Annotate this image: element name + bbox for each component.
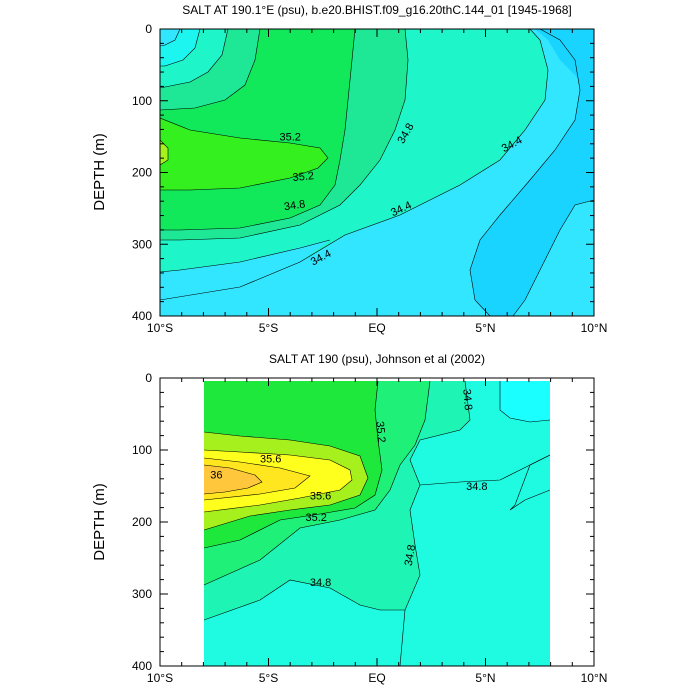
- top-band-34-2-west: [160, 240, 330, 316]
- bottom-panel-title: SALT AT 190 (psu), Johnson et al (2002): [269, 352, 485, 366]
- bottom-x-tick-label: 10°N: [581, 671, 608, 685]
- top-axes: 10°S 5°S EQ 5°N 10°N 0 100 200 300 400: [132, 22, 607, 335]
- bottom-axes: 10°S 5°S EQ 5°N 10°N 0 100 200 300 400: [132, 371, 607, 685]
- top-y-tick-label: 200: [132, 166, 152, 180]
- bottom-y-tick-label: 200: [132, 515, 152, 529]
- top-x-tick-label: EQ: [368, 321, 385, 335]
- top-contour-label: 35.2: [292, 170, 314, 184]
- top-band-upper-west-4: [160, 29, 180, 46]
- top-x-tick-label: 5°S: [259, 321, 278, 335]
- bottom-y-tick-label: 0: [145, 371, 152, 385]
- bottom-x-tick-label: 5°N: [475, 671, 495, 685]
- bottom-contour-label: 34.8: [460, 388, 474, 410]
- bottom-contour-label: 34.8: [466, 481, 487, 493]
- top-band-35-2: [160, 118, 328, 190]
- bottom-band-below-34-6: [500, 381, 550, 422]
- top-panel: SALT AT 190.1°E (psu), b.e20.BHIST.f09_g…: [91, 3, 607, 335]
- top-x-tick-label: 5°N: [475, 321, 495, 335]
- bottom-band-36: [204, 465, 262, 494]
- top-y-tick-label: 0: [145, 22, 152, 36]
- top-contour-label: 35.2: [279, 132, 300, 144]
- top-band-below-34-2: [470, 29, 594, 316]
- top-contour-fill: [160, 29, 594, 316]
- bottom-x-tick-label: 10°S: [147, 671, 173, 685]
- top-contour-lines: [160, 29, 594, 316]
- top-band-below-34-2-b: [535, 29, 594, 80]
- bottom-contour-label: 35.6: [310, 490, 331, 502]
- top-y-tick-label: 400: [132, 309, 152, 323]
- bottom-contour-label: 34.8: [403, 544, 419, 567]
- bottom-x-tick-label: 5°S: [259, 671, 278, 685]
- top-x-tick-label: 10°N: [581, 321, 608, 335]
- bottom-contour-labels: 35.6 36 35.6 35.2 35.2 34.8 34.8 34.8 34.8: [210, 388, 487, 588]
- bottom-band-34-6-ne: [400, 381, 550, 666]
- top-x-tick-label: 10°S: [147, 321, 173, 335]
- bottom-contour-label: 35.6: [260, 454, 281, 466]
- top-y-axis-label: DEPTH (m): [91, 133, 108, 211]
- top-y-tick-label: 300: [132, 237, 152, 251]
- top-y-tick-label: 100: [132, 94, 152, 108]
- bottom-y-tick-label: 300: [132, 587, 152, 601]
- bottom-panel: SALT AT 190 (psu), Johnson et al (2002): [91, 352, 607, 685]
- bottom-x-tick-label: EQ: [368, 671, 385, 685]
- bottom-contour-label: 35.2: [373, 421, 387, 443]
- bottom-y-tick-label: 400: [132, 659, 152, 673]
- bottom-y-tick-label: 100: [132, 443, 152, 457]
- bottom-contour-lines: [203, 380, 551, 666]
- bottom-contour-label: 35.2: [306, 512, 327, 524]
- top-panel-title: SALT AT 190.1°E (psu), b.e20.BHIST.f09_g…: [182, 3, 572, 17]
- bottom-y-axis-label: DEPTH (m): [91, 483, 108, 561]
- bottom-contour-label: 36: [210, 469, 222, 481]
- bottom-contour-label: 34.8: [310, 577, 331, 589]
- top-contour-label: 34.8: [283, 198, 306, 213]
